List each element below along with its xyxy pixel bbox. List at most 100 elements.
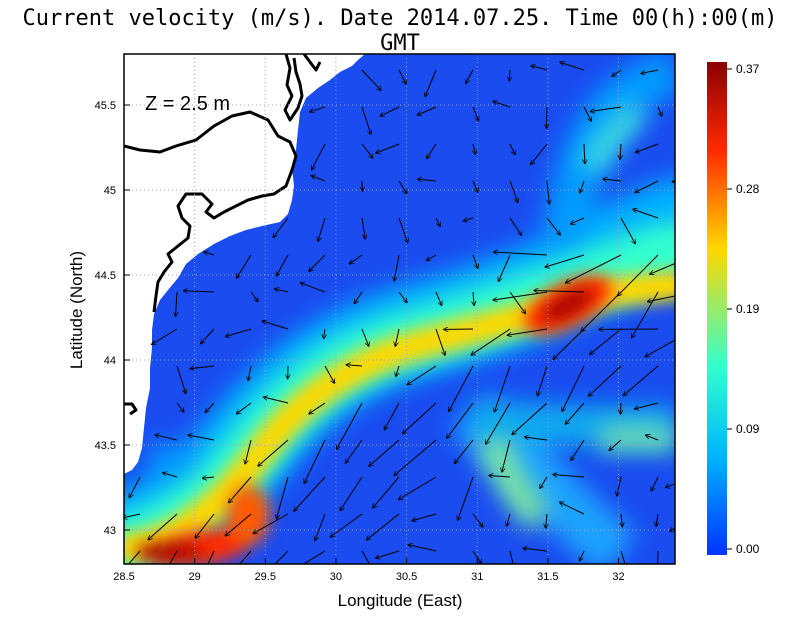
current-vector-arrow (547, 180, 549, 204)
current-vector-arrow (590, 106, 622, 112)
current-vector-arrow (202, 477, 215, 478)
current-vector-arrow (566, 254, 622, 283)
current-vector-arrow (486, 402, 511, 444)
current-vector-arrow (498, 254, 511, 282)
y-axis-label: Latitude (North) (67, 251, 86, 369)
current-vector-arrow (408, 545, 437, 552)
current-vector-arrow (493, 291, 548, 300)
current-vector-arrow (302, 550, 326, 564)
current-vector-arrow (609, 439, 622, 450)
current-vector-arrow (258, 439, 289, 466)
current-vector-arrow (237, 254, 252, 278)
current-vector-arrow (398, 217, 408, 243)
current-vector-arrow (523, 548, 548, 552)
current-vector-arrow (657, 550, 659, 564)
colorbar (707, 62, 727, 555)
current-vector-arrow (472, 550, 482, 564)
coastline (124, 54, 322, 416)
current-vector-arrow (373, 476, 400, 508)
current-vector-arrow (394, 254, 400, 281)
current-vector-arrow (204, 252, 215, 256)
current-vector-arrow (361, 328, 369, 346)
current-vector-arrow (124, 513, 141, 518)
current-vector-arrow (427, 143, 437, 159)
current-vector-arrow (546, 513, 547, 528)
current-vector-arrow (311, 176, 326, 182)
current-vector-arrow (163, 473, 178, 478)
current-vector-arrow (562, 365, 585, 411)
current-vector-arrow (376, 550, 400, 558)
colorbar-tick-label: 0.37 (736, 62, 760, 76)
current-vector-arrow (398, 69, 406, 84)
current-vector-arrow (435, 328, 445, 355)
x-axis-ticks: 28.5 29 29.5 30 30.5 31 31.5 32 (113, 558, 625, 583)
current-vector-arrow (294, 476, 326, 511)
colorbar-tick-label: 0.09 (736, 422, 760, 436)
current-vector-arrow (617, 476, 622, 496)
current-vector-arrow (205, 402, 215, 413)
current-vector-arrow (318, 217, 326, 241)
current-vector-arrow (618, 254, 659, 296)
current-vector-arrow (646, 435, 659, 441)
current-vector-arrow (545, 254, 585, 267)
landmass (124, 54, 365, 474)
current-vector-arrow (169, 550, 178, 564)
current-vector-arrow (201, 328, 215, 344)
current-vector-arrow (176, 291, 177, 316)
colorbar-tick-label: 0.28 (736, 182, 760, 196)
current-vector-arrow (678, 107, 695, 111)
colorbar-tick-label: 0.00 (736, 542, 760, 556)
current-vector-arrow (245, 439, 252, 464)
current-vector-arrow (207, 550, 215, 564)
current-vector-arrow (236, 402, 252, 414)
current-vector-arrow (395, 328, 400, 346)
current-vector-arrow (623, 365, 659, 396)
current-vector-arrow (276, 476, 289, 519)
current-vector-arrow (509, 143, 515, 155)
current-vector-arrow (310, 106, 326, 112)
grid (124, 54, 675, 564)
current-vector-arrow (412, 513, 437, 521)
current-vector-arrow (129, 476, 141, 498)
current-vector-arrow (509, 180, 518, 203)
current-vector-arrow (152, 328, 178, 344)
current-vector-arrow (337, 402, 363, 449)
current-vector-arrow (366, 513, 400, 540)
x-tick-label: 31.5 (537, 571, 558, 583)
y-axis-ticks: 43 43.5 44 44.5 45 45.5 (95, 100, 130, 537)
current-vector-arrow (635, 180, 659, 193)
depth-annotation: Z = 2.5 m (145, 93, 230, 115)
current-vector-arrow (471, 328, 511, 355)
current-vector-arrow (634, 402, 659, 409)
current-vector-arrow (553, 475, 585, 478)
current-vector-arrow (473, 291, 474, 306)
current-vector-arrow (225, 328, 252, 336)
y-tick-label: 43.5 (95, 440, 116, 452)
current-vector-arrow (466, 69, 474, 83)
current-vector-arrow (253, 513, 289, 534)
current-vector-arrow (559, 502, 585, 515)
current-vector-arrow (454, 439, 474, 464)
current-vector-arrow (155, 435, 178, 441)
y-tick-label: 45.5 (95, 100, 116, 112)
current-vector-arrow (531, 143, 548, 165)
current-vector-arrow (229, 476, 252, 503)
current-vector-arrow (584, 143, 585, 164)
current-vector-arrow (312, 143, 326, 170)
current-vector-arrow (583, 106, 591, 121)
current-vector-arrow (641, 69, 659, 74)
current-vector-arrow (361, 69, 381, 90)
x-tick-label: 29 (189, 571, 201, 583)
current-vector-arrow (621, 513, 622, 527)
current-vector-arrow (473, 143, 476, 155)
current-vector-arrow (458, 476, 474, 520)
current-vector-arrow (502, 439, 511, 472)
current-vector-arrow (346, 365, 363, 366)
current-vector-arrow (384, 402, 400, 430)
x-tick-label: 31 (471, 571, 483, 583)
current-vector-arrow (248, 365, 252, 381)
current-vector-arrow (657, 106, 662, 116)
current-vector-arrow (656, 513, 658, 526)
current-vector-arrow (369, 439, 400, 466)
